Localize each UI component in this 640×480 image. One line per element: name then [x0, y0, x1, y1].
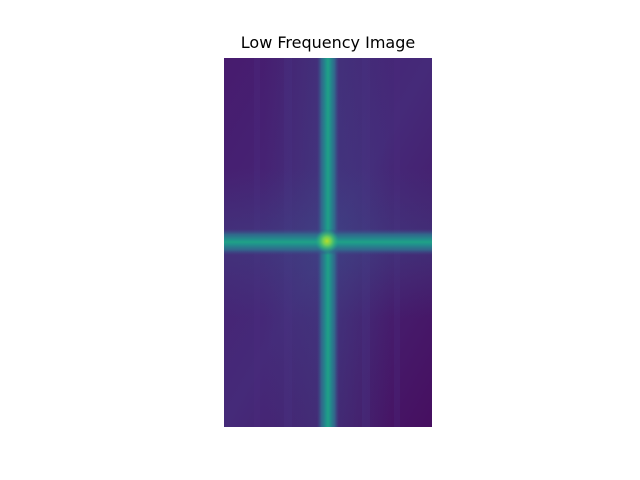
figure-title: Low Frequency Image [240, 33, 416, 52]
low-frequency-image [224, 58, 432, 427]
spectrum-heatmap [224, 58, 432, 427]
dc-peak [315, 229, 339, 253]
